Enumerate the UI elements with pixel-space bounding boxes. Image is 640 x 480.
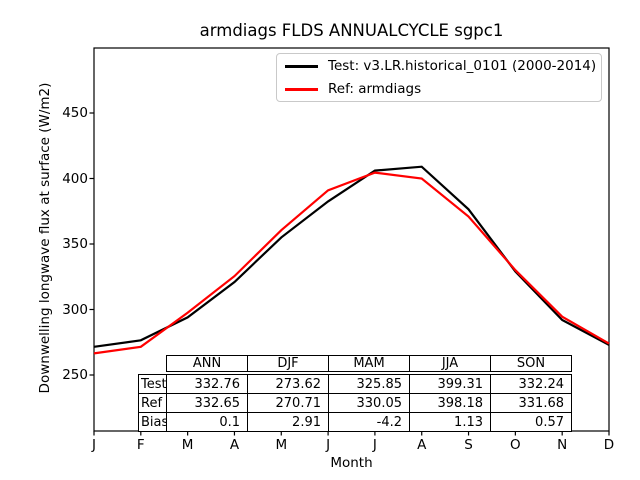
x-tick-label: D bbox=[603, 437, 615, 453]
table-value-cell: 270.71 bbox=[247, 393, 329, 413]
table-value-cell: -4.2 bbox=[328, 412, 410, 432]
table-value-cell: 2.91 bbox=[247, 412, 329, 432]
test-line-swatch bbox=[285, 64, 318, 68]
table-value-cell: 325.85 bbox=[328, 374, 410, 394]
table-corner-spacer bbox=[138, 355, 167, 375]
table-value-cell: 332.65 bbox=[166, 393, 248, 413]
stats-table-row-bias: Bias 0.1 2.91 -4.2 1.13 0.57 bbox=[138, 412, 572, 432]
table-value-cell: 332.76 bbox=[166, 374, 248, 394]
table-value-cell: 399.31 bbox=[409, 374, 491, 394]
table-value-cell: 1.13 bbox=[409, 412, 491, 432]
table-value-cell: 273.62 bbox=[247, 374, 329, 394]
ref-series-line bbox=[93, 171, 610, 355]
legend-entry-ref: Ref: armdiags bbox=[283, 80, 595, 99]
y-tick-label: 400 bbox=[62, 170, 88, 187]
table-value-cell: 331.68 bbox=[490, 393, 572, 413]
x-tick-label: M bbox=[181, 437, 194, 453]
ref-line-swatch bbox=[285, 87, 318, 91]
stats-table-row-test: Test 332.76 273.62 325.85 399.31 332.24 bbox=[138, 374, 572, 394]
x-tick-label: J bbox=[92, 437, 96, 453]
y-tick-label: 300 bbox=[62, 301, 88, 318]
table-col-header: DJF bbox=[247, 355, 329, 372]
legend-entry-test: Test: v3.LR.historical_0101 (2000-2014) bbox=[283, 57, 597, 76]
y-tick-label: 350 bbox=[62, 236, 88, 252]
y-tick-label: 450 bbox=[62, 105, 88, 121]
stats-table: ANN DJF MAM JJA SON Test 332.76 273.62 325.85 399… bbox=[138, 355, 572, 432]
test-series-line bbox=[93, 165, 610, 348]
x-tick-label: J bbox=[372, 437, 377, 453]
table-col-header: SON bbox=[490, 355, 572, 372]
x-tick-label: M bbox=[275, 437, 288, 453]
table-row-label: Bias bbox=[138, 412, 167, 432]
x-tick-label: J bbox=[326, 437, 331, 453]
table-row-label: Ref bbox=[138, 393, 167, 413]
series-lines bbox=[93, 165, 610, 355]
y-axis-label: Downwelling longwave flux at surface (W/… bbox=[37, 82, 53, 394]
table-col-header: ANN bbox=[166, 355, 248, 372]
table-value-cell: 330.05 bbox=[328, 393, 410, 413]
legend-label-ref: Ref: armdiags bbox=[328, 81, 422, 97]
table-value-cell: 398.18 bbox=[409, 393, 491, 413]
y-tick-label: 250 bbox=[62, 367, 88, 383]
chart-title: armdiags FLDS ANNUALCYCLE sgpc1 bbox=[199, 21, 504, 40]
x-tick-label: F bbox=[136, 437, 145, 453]
x-axis-label: Month bbox=[330, 455, 373, 471]
x-tick-label: A bbox=[417, 437, 427, 453]
x-tick-label: S bbox=[464, 437, 473, 453]
legend-label-test: Test: v3.LR.historical_0101 (2000-2014) bbox=[328, 58, 597, 74]
table-value-cell: 332.24 bbox=[490, 374, 572, 394]
stats-table-header-row: ANN DJF MAM JJA SON bbox=[138, 355, 572, 375]
table-row-label: Test bbox=[138, 374, 167, 394]
x-tick-label: N bbox=[557, 437, 568, 453]
legend: Test: v3.LR.historical_0101 (2000-2014) … bbox=[276, 53, 602, 102]
table-value-cell: 0.57 bbox=[490, 412, 572, 432]
stats-table-row-ref: Ref 332.65 270.71 330.05 398.18 331.68 bbox=[138, 393, 572, 413]
x-tick-label: O bbox=[510, 437, 521, 453]
table-col-header: JJA bbox=[409, 355, 491, 372]
x-tick-label: A bbox=[229, 437, 240, 453]
table-value-cell: 0.1 bbox=[166, 412, 248, 432]
table-col-header: MAM bbox=[328, 355, 410, 372]
